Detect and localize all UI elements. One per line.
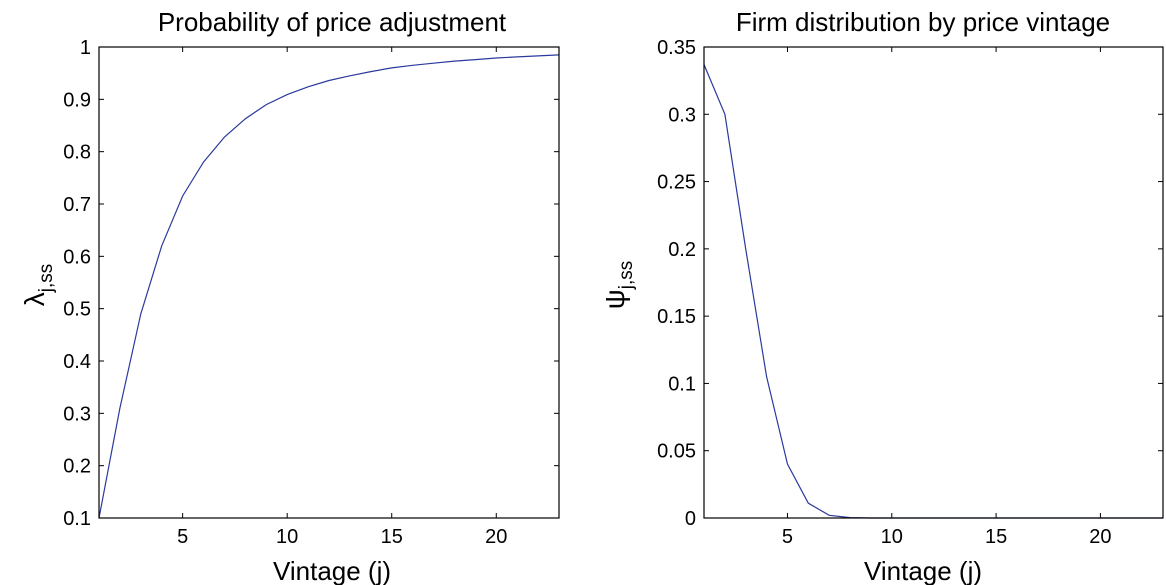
y-axis-label: λj,ss xyxy=(19,264,57,307)
x-axis-label: Vintage (j) xyxy=(273,556,391,585)
y-axis-label-symbol: ψ xyxy=(599,289,630,309)
series-line xyxy=(98,54,560,519)
y-tick-label: 0.25 xyxy=(657,172,696,194)
y-tick-label: 0.8 xyxy=(63,142,91,164)
y-tick-label: 0.2 xyxy=(63,456,91,478)
tick-group: 5 10 15 20 0 0.05 0.1 0.15 0.2 0.25 0.3 0.35 xyxy=(657,37,1163,548)
chart-title: Firm distribution by price vintage xyxy=(736,7,1110,37)
series-line xyxy=(703,64,1163,519)
x-axis-label: Vintage (j) xyxy=(864,556,982,585)
y-tick-label: 0.1 xyxy=(668,373,696,395)
axes-box xyxy=(98,46,560,519)
y-tick-label: 0.6 xyxy=(63,246,91,268)
y-tick-label: 0.9 xyxy=(63,89,91,111)
y-axis-label-symbol: λ xyxy=(19,292,50,306)
y-axis-label-subscript: j,ss xyxy=(616,261,637,291)
y-axis-label: ψj,ss xyxy=(599,261,637,309)
y-tick-label: 0.15 xyxy=(657,306,696,328)
y-tick-label: 0.05 xyxy=(657,441,696,463)
chart-panel-price-adjustment: Probability of price adjustment Vintage … xyxy=(19,7,560,585)
axes-box xyxy=(703,46,1164,519)
y-tick-label: 0.7 xyxy=(63,194,91,216)
x-tick-label: 10 xyxy=(881,526,903,548)
chart-title: Probability of price adjustment xyxy=(158,7,507,37)
chart-panel-firm-distribution: Firm distribution by price vintage Vinta… xyxy=(599,7,1164,585)
y-tick-label: 1 xyxy=(80,37,91,59)
y-tick-label: 0.3 xyxy=(668,104,696,126)
x-tick-label: 15 xyxy=(985,526,1007,548)
x-tick-label: 10 xyxy=(276,526,298,548)
y-axis-label-subscript: j,ss xyxy=(36,264,57,294)
y-tick-label: 0.5 xyxy=(63,299,91,321)
x-tick-label: 15 xyxy=(381,526,403,548)
y-tick-label: 0.1 xyxy=(63,508,91,530)
y-tick-label: 0.4 xyxy=(63,351,91,373)
y-tick-label: 0.35 xyxy=(657,37,696,59)
y-tick-label: 0.3 xyxy=(63,403,91,425)
x-tick-label: 20 xyxy=(1089,526,1111,548)
x-tick-label: 5 xyxy=(177,526,188,548)
y-tick-label: 0 xyxy=(685,508,696,530)
tick-group: 5 10 15 20 0.1 0.2 0.3 0.4 0.5 0.6 0.7 0.8 0.9 1 xyxy=(63,37,559,548)
x-tick-label: 5 xyxy=(782,526,793,548)
x-tick-label: 20 xyxy=(485,526,507,548)
y-tick-label: 0.2 xyxy=(668,239,696,261)
